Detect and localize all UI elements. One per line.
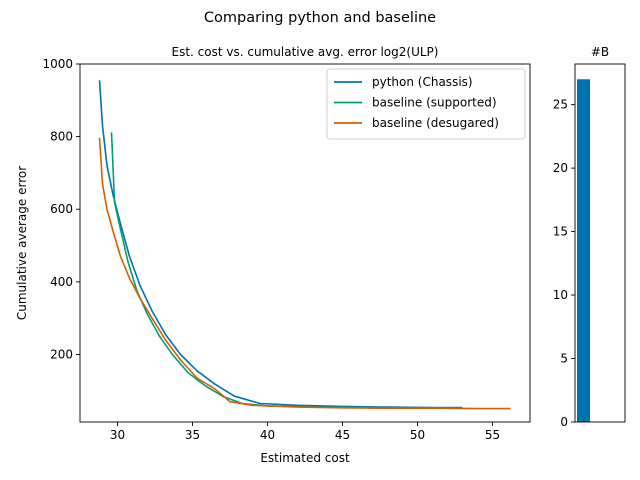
main-series-lines [98, 80, 511, 410]
y-tick-label: 400 [50, 275, 73, 289]
side-y-tick-label: 20 [553, 161, 568, 175]
side-bars [577, 79, 590, 422]
side-chart-title: #B [591, 45, 609, 59]
series-line-2 [98, 137, 511, 410]
x-tick-label: 30 [110, 428, 125, 442]
side-y-tick-label: 0 [560, 415, 568, 429]
side-axes-frame [574, 63, 626, 423]
x-tick-label: 45 [335, 428, 350, 442]
series-line-0 [98, 80, 463, 409]
bar [577, 79, 590, 422]
main-y-ticks: 200 400 600 800 1000 [42, 57, 80, 361]
y-tick-label: 600 [50, 202, 73, 216]
side-bar-chart: #B 0 5 10 15 20 25 [553, 45, 626, 429]
main-x-axis-label: Estimated cost [260, 451, 350, 465]
main-y-axis-label: Cumulative average error [15, 166, 29, 320]
main-chart-title: Est. cost vs. cumulative avg. error log2… [172, 45, 439, 59]
legend-label: python (Chassis) [372, 75, 473, 89]
legend-label: baseline (desugared) [372, 116, 499, 130]
x-tick-label: 50 [410, 428, 425, 442]
y-tick-label: 200 [50, 347, 73, 361]
x-tick-label: 35 [185, 428, 200, 442]
side-y-ticks: 0 5 10 15 20 25 [553, 98, 575, 429]
legend: python (Chassis) baseline (supported) base… [326, 68, 526, 140]
series-line-1 [110, 132, 463, 409]
side-y-tick-label: 15 [553, 225, 568, 239]
legend-label: baseline (supported) [372, 96, 497, 110]
figure-suptitle: Comparing python and baseline [204, 10, 436, 26]
y-tick-label: 1000 [42, 57, 73, 71]
side-y-tick-label: 10 [553, 288, 568, 302]
main-line-chart: Est. cost vs. cumulative avg. error log2… [15, 45, 531, 465]
main-axes-frame [79, 63, 531, 423]
side-y-tick-label: 25 [553, 98, 568, 112]
y-tick-label: 800 [50, 130, 73, 144]
legend-box [326, 68, 526, 140]
side-y-tick-label: 5 [560, 352, 568, 366]
x-tick-label: 55 [485, 428, 500, 442]
main-x-ticks: 30 35 40 45 50 55 [110, 422, 500, 442]
x-tick-label: 40 [260, 428, 275, 442]
